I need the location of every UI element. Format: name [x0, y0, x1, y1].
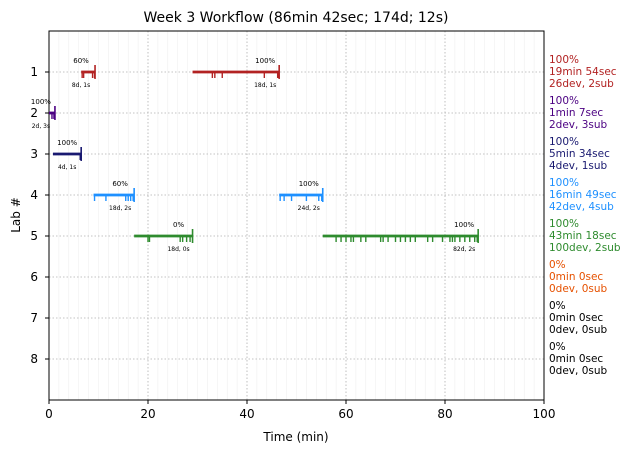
lab-summary-line: 0dev, 0sub: [549, 324, 608, 336]
lab-summary-line: 0min 0sec: [549, 312, 603, 324]
lab-summary-line: 1min 7sec: [549, 107, 603, 119]
segment-percent-label: 100%: [454, 221, 474, 229]
lab-summary-line: 100%: [549, 95, 579, 107]
x-tick-label: 20: [140, 407, 155, 421]
y-tick-label: 1: [30, 65, 38, 79]
y-tick-label: 4: [30, 188, 38, 202]
x-tick-label: 40: [239, 407, 254, 421]
x-tick-label: 60: [338, 407, 353, 421]
lab-summary-line: 26dev, 2sub: [549, 78, 614, 90]
lab-summary-line: 5min 34sec: [549, 148, 610, 160]
lab-summary-line: 16min 49sec: [549, 189, 617, 201]
y-tick-label: 5: [30, 229, 38, 243]
segment-count-label: 24d, 2s: [298, 205, 320, 212]
plot-area-frame: [48, 30, 545, 401]
segment-percent-label: 60%: [73, 57, 89, 65]
lab-summary-line: 100%: [549, 218, 579, 230]
lab-summary-line: 0dev, 0sub: [549, 283, 608, 295]
segment-count-label: 18d, 1s: [254, 82, 276, 89]
segment-count-label: 18d, 2s: [109, 205, 131, 212]
y-tick-label: 7: [30, 311, 38, 325]
lab-summary-line: 43min 18sec: [549, 230, 617, 242]
y-tick-label: 6: [30, 270, 38, 284]
x-tick-label: 0: [45, 407, 53, 421]
lab-summary-line: 0%: [549, 300, 566, 312]
segment-percent-label: 100%: [299, 180, 319, 188]
segment-percent-label: 100%: [57, 139, 77, 147]
segment-count-label: 82d, 2s: [453, 246, 475, 253]
y-tick-label: 3: [30, 147, 38, 161]
segment-percent-label: 100%: [255, 57, 275, 65]
chart-title: Week 3 Workflow (86min 42sec; 174d; 12s): [144, 10, 449, 26]
y-tick-label: 2: [30, 106, 38, 120]
x-axis-label: Time (min): [262, 430, 328, 444]
lab-summary-line: 100%: [549, 54, 579, 66]
grid-lines: [49, 31, 544, 400]
segment-count-label: 18d, 0s: [167, 246, 189, 253]
lab-summary-line: 0min 0sec: [549, 353, 603, 365]
lab-summary-line: 0%: [549, 341, 566, 353]
x-tick-label: 80: [437, 407, 452, 421]
lab-summary-line: 100%: [549, 136, 579, 148]
x-tick-label: 100: [533, 407, 556, 421]
axis-ticks: 0 20 40 60 80 100 1 2 3 4 5 6 7 8: [30, 65, 555, 421]
y-tick-label: 8: [30, 352, 38, 366]
segment-count-label: 8d, 1s: [72, 82, 90, 89]
lab-summary-line: 4dev, 1sub: [549, 160, 608, 172]
lab-summary-line: 42dev, 4sub: [549, 201, 614, 213]
lab-summary-line: 0dev, 0sub: [549, 365, 608, 377]
timeline-marks: 60% 8d, 1s 100% 18d, 1s 100% 2d, 3s 100% 4d, 1s…: [31, 57, 479, 253]
lab-summary-line: 100%: [549, 177, 579, 189]
segment-percent-label: 60%: [112, 180, 128, 188]
lab-summary-line: 0min 0sec: [549, 271, 603, 283]
segment-percent-label: 0%: [173, 221, 184, 229]
segment-percent-label: 100%: [31, 98, 51, 106]
lab-summary-line: 2dev, 3sub: [549, 119, 608, 131]
y-axis-label: Lab #: [9, 197, 23, 233]
lab-summary-line: 0%: [549, 259, 566, 271]
lab-summary-line: 19min 54sec: [549, 66, 617, 78]
segment-count-label: 2d, 3s: [32, 123, 50, 130]
segment-count-label: 4d, 1s: [58, 164, 76, 171]
lab-summary-line: 100dev, 2sub: [549, 242, 621, 254]
